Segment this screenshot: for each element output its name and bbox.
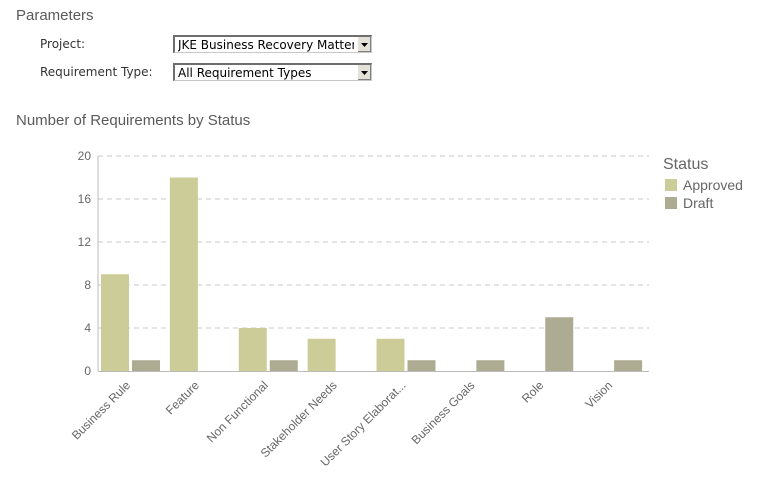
legend-title: Status: [663, 156, 708, 173]
x-tick-label: Non Functional: [204, 378, 271, 445]
bar-approved[interactable]: [238, 328, 267, 371]
legend-item-approved: Approved: [683, 177, 743, 193]
bar-draft[interactable]: [132, 360, 160, 371]
bar-approved[interactable]: [169, 177, 198, 372]
y-tick-label: 0: [84, 364, 91, 378]
bar-draft[interactable]: [614, 360, 643, 371]
y-tick-label: 16: [78, 192, 92, 206]
legend: Status Approved Draft: [663, 156, 743, 211]
legend-swatch-draft: [665, 197, 677, 209]
x-tick-label: Business Goals: [409, 378, 478, 447]
legend-swatch-approved: [665, 179, 677, 191]
bar-draft[interactable]: [269, 360, 298, 371]
x-tick-label: Role: [519, 378, 547, 406]
x-tick-label: Stakeholder Needs: [258, 378, 340, 460]
x-tick-label: Business Rule: [69, 378, 133, 442]
x-tick-label: Vision: [582, 378, 615, 411]
parameters-heading: Parameters: [16, 7, 94, 24]
bar-draft[interactable]: [545, 317, 574, 371]
bar-draft[interactable]: [476, 360, 505, 371]
requirement-type-label: Requirement Type:: [40, 65, 153, 79]
y-tick-labels: 0 4 8 12 16 20: [78, 149, 92, 378]
y-tick-label: 8: [84, 278, 91, 292]
x-tick-labels: Business Rule Feature Non FunctionalStakeh…: [69, 378, 615, 469]
project-select[interactable]: JKE Business Recovery Matters: [173, 35, 372, 53]
axes: [97, 156, 649, 372]
bar-draft[interactable]: [407, 360, 436, 371]
chevron-down-icon[interactable]: [357, 37, 371, 52]
project-select-value: JKE Business Recovery Matters: [178, 38, 354, 52]
bar-approved[interactable]: [376, 338, 405, 371]
legend-item-draft: Draft: [683, 195, 713, 211]
bar-approved[interactable]: [101, 274, 129, 371]
y-tick-label: 20: [78, 149, 92, 163]
requirement-type-select-value: All Requirement Types: [178, 66, 312, 80]
bars: [101, 177, 643, 372]
requirement-type-select[interactable]: All Requirement Types: [173, 63, 372, 81]
chart-title: Number of Requirements by Status: [16, 112, 251, 129]
chevron-down-icon[interactable]: [357, 65, 371, 80]
bar-approved[interactable]: [307, 338, 336, 371]
project-label: Project:: [40, 37, 86, 51]
requirements-by-status-chart: 0 4 8 12 16 20 Business Rule Feature Non Functi…: [69, 149, 743, 469]
y-tick-label: 4: [84, 321, 91, 335]
y-tick-label: 12: [78, 235, 92, 249]
x-tick-label: Feature: [163, 378, 202, 417]
